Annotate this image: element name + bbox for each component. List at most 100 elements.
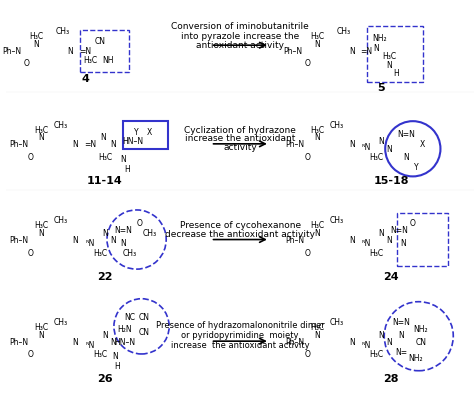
Text: O: O [410, 219, 416, 228]
Text: H₃C: H₃C [83, 56, 97, 65]
Text: N: N [314, 133, 320, 142]
Text: N: N [400, 238, 406, 247]
Text: Cyclization of hydrazone: Cyclization of hydrazone [184, 125, 296, 134]
Text: N: N [110, 140, 116, 149]
Text: Ph–N: Ph–N [9, 140, 28, 149]
Text: Ph–N: Ph–N [285, 235, 304, 244]
Text: X: X [147, 127, 152, 136]
Text: H₃C: H₃C [29, 32, 43, 41]
Text: Ph–N: Ph–N [9, 337, 28, 346]
Text: N: N [349, 140, 355, 149]
Text: antioxidant activity: antioxidant activity [196, 40, 284, 50]
Text: H₃C: H₃C [98, 153, 112, 162]
Text: ᴺN: ᴺN [362, 238, 371, 247]
Text: 15-18: 15-18 [374, 176, 409, 186]
Text: N=N: N=N [114, 225, 132, 235]
Text: NH₂: NH₂ [409, 354, 423, 363]
Text: O: O [304, 350, 310, 358]
Text: activity: activity [223, 143, 257, 152]
Text: Ph–N: Ph–N [283, 47, 302, 55]
Text: Ph–N: Ph–N [9, 235, 28, 244]
Text: decrease the antioxidant activity: decrease the antioxidant activity [165, 230, 315, 239]
Text: 24: 24 [383, 271, 399, 281]
Text: N: N [102, 330, 108, 339]
Text: ᴺN: ᴺN [362, 340, 371, 349]
Text: O: O [304, 59, 310, 68]
Text: CH₃: CH₃ [123, 248, 137, 257]
Text: CN: CN [139, 312, 150, 321]
Text: N: N [314, 228, 320, 237]
Text: N: N [100, 133, 106, 142]
Text: N=: N= [395, 347, 407, 356]
Text: NC: NC [124, 312, 135, 321]
Text: Y: Y [134, 127, 139, 136]
Text: CN: CN [95, 37, 106, 46]
Text: N: N [38, 330, 44, 339]
Text: NH₂: NH₂ [413, 324, 428, 333]
Text: Y: Y [413, 163, 418, 172]
Text: H₃C: H₃C [310, 322, 324, 331]
Text: N: N [374, 43, 379, 52]
Text: O: O [28, 248, 34, 257]
Text: Conversion of iminobutanitrile: Conversion of iminobutanitrile [171, 22, 309, 31]
Text: N: N [349, 235, 355, 244]
Text: increase  the antioxidant activity: increase the antioxidant activity [171, 340, 310, 349]
Text: O: O [304, 248, 310, 257]
Text: H₃C: H₃C [34, 322, 48, 331]
Text: N: N [386, 61, 392, 70]
Text: CN: CN [415, 337, 426, 346]
Text: N: N [349, 337, 355, 346]
Text: H₃C: H₃C [369, 350, 383, 358]
Text: 28: 28 [383, 373, 399, 383]
Text: ᴺN: ᴺN [85, 238, 95, 247]
Text: Ph–N: Ph–N [285, 337, 304, 346]
Text: H₃C: H₃C [93, 350, 107, 358]
Text: NH: NH [102, 56, 114, 65]
Text: N: N [386, 337, 392, 346]
Text: N: N [314, 330, 320, 339]
Text: N: N [73, 235, 78, 244]
Text: HN–N: HN–N [122, 137, 143, 146]
Text: H₃C: H₃C [93, 248, 107, 257]
Text: HN–N: HN–N [114, 337, 136, 346]
Text: N: N [314, 40, 320, 49]
Text: H₃C: H₃C [310, 221, 324, 230]
Text: CH₃: CH₃ [330, 120, 344, 129]
Text: N: N [349, 47, 355, 55]
Text: CH₃: CH₃ [142, 228, 156, 237]
Text: N: N [110, 235, 116, 244]
Text: N: N [73, 140, 78, 149]
Text: N: N [38, 133, 44, 142]
Text: O: O [28, 350, 34, 358]
Text: Presence of hydrazomalononitrile dimer: Presence of hydrazomalononitrile dimer [156, 320, 325, 329]
Text: Ph–N: Ph–N [2, 47, 21, 55]
Text: H₃C: H₃C [369, 153, 383, 162]
Text: 5: 5 [377, 83, 385, 93]
Text: ᴺN: ᴺN [85, 340, 95, 349]
Text: CH₃: CH₃ [54, 317, 68, 326]
Text: N=N: N=N [392, 317, 410, 326]
Text: H₃C: H₃C [369, 248, 383, 257]
Text: X: X [420, 140, 425, 149]
Text: O: O [304, 153, 310, 162]
Text: O: O [28, 153, 34, 162]
Text: CH₃: CH₃ [56, 27, 70, 36]
Text: NH₂: NH₂ [372, 34, 387, 43]
Text: N: N [120, 238, 126, 247]
Text: N: N [73, 337, 78, 346]
Text: N: N [102, 228, 108, 237]
Text: N: N [110, 337, 116, 346]
Text: =N: =N [360, 47, 373, 55]
Text: H₃C: H₃C [310, 125, 324, 134]
Text: O: O [23, 59, 29, 68]
Text: H: H [114, 361, 120, 370]
Text: N: N [68, 47, 73, 55]
Text: N: N [378, 228, 384, 237]
Text: N: N [38, 228, 44, 237]
Text: H: H [393, 69, 399, 78]
Text: N=N: N=N [397, 130, 415, 139]
Text: CH₃: CH₃ [337, 27, 351, 36]
Text: H₂N: H₂N [118, 324, 132, 333]
Text: N: N [112, 351, 118, 361]
Text: N: N [403, 153, 409, 162]
